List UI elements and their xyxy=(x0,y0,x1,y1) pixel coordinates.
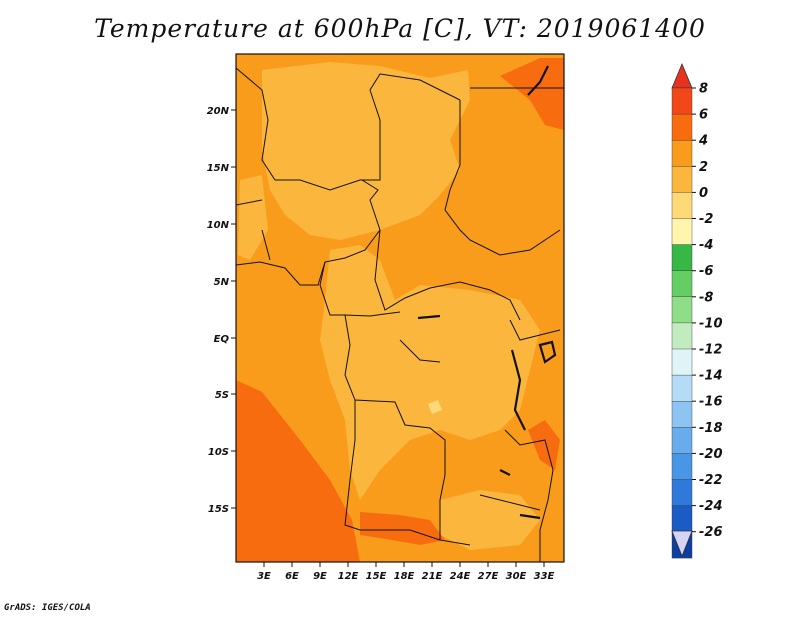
lat-tick: 15N xyxy=(207,163,236,174)
lat-tick: 5S xyxy=(215,390,236,401)
colorbar-top-triangle xyxy=(671,62,693,89)
colorbar-segment xyxy=(671,270,693,298)
colorbar-segment xyxy=(671,87,693,115)
colorbar-segment xyxy=(671,505,693,533)
colorbar-segment xyxy=(671,296,693,324)
lon-label: 24E xyxy=(450,571,471,582)
lon-label: 30E xyxy=(506,571,527,582)
colorbar-labels: 8 6 4 2 0 -2 -4 -6 -8 -10 -12 -14 -16 -18 -20 -22 -24 -26 xyxy=(692,82,723,540)
field-region-mid xyxy=(395,210,470,270)
colorbar-segment xyxy=(671,374,693,402)
colorbar-segment xyxy=(671,479,693,507)
lat-label: EQ xyxy=(214,334,230,345)
lon-tick: 12E xyxy=(338,562,359,582)
colorbar-segment xyxy=(671,322,693,350)
lat-tick: 10S xyxy=(208,447,236,458)
lat-label: 15S xyxy=(208,504,229,515)
lat-label: 10S xyxy=(208,447,229,458)
lon-label: 27E xyxy=(478,571,499,582)
lat-label: 5S xyxy=(215,390,229,401)
lon-tick: 18E xyxy=(394,562,415,582)
colorbar-label: -4 xyxy=(699,238,713,253)
colorbar-label: -8 xyxy=(699,290,713,305)
coastlines xyxy=(417,65,557,520)
lat-label: 10N xyxy=(207,220,230,231)
lon-tick: 3E xyxy=(257,562,271,582)
colorbar-label: -18 xyxy=(699,421,723,436)
field-region-light xyxy=(440,490,540,550)
colorbar-label: -14 xyxy=(699,369,723,384)
colorbar-segment xyxy=(671,244,693,272)
lat-tick: 15S xyxy=(208,504,236,515)
colorbar-label: -10 xyxy=(699,316,723,331)
colorbar-label: 8 xyxy=(699,82,708,97)
colorbar-segment xyxy=(671,401,693,428)
lat-label: 15N xyxy=(207,163,230,174)
colorbar-label: -22 xyxy=(699,473,723,488)
colorbar-segment xyxy=(671,427,693,454)
colorbar-label: -24 xyxy=(699,499,723,514)
colorbar-label: -20 xyxy=(699,447,723,462)
country-borders xyxy=(236,67,564,562)
lon-label: 12E xyxy=(338,571,359,582)
colorbar-segment xyxy=(671,139,693,167)
lat-label: 20N xyxy=(207,106,230,117)
map-frame xyxy=(235,53,565,563)
field-region-dark xyxy=(528,420,560,470)
colorbar-label: -6 xyxy=(699,264,713,279)
field-region-dark xyxy=(360,512,445,545)
field-region-light xyxy=(262,62,470,240)
lat-tick: EQ xyxy=(214,334,236,345)
field-region-pale xyxy=(428,400,442,414)
lat-label: 5N xyxy=(214,277,230,288)
colorbar-label: 4 xyxy=(698,134,708,149)
colorbar-label: 6 xyxy=(699,108,708,123)
colorbar-segment xyxy=(671,348,693,376)
colorbar-segment xyxy=(671,192,693,219)
colorbar-bottom-triangle xyxy=(671,530,693,558)
lat-tick: 10N xyxy=(207,220,236,231)
lon-tick: 30E xyxy=(506,562,527,582)
colorbar-label: -12 xyxy=(699,343,723,358)
colorbar-segment xyxy=(671,218,693,246)
colorbar-label: -16 xyxy=(699,395,723,410)
lon-tick: 27E xyxy=(478,562,499,582)
grads-credit: GrADS: IGES/COLA xyxy=(4,603,91,613)
temperature-field xyxy=(236,54,564,562)
colorbar-segment xyxy=(671,453,693,480)
lat-tick: 5N xyxy=(214,277,236,288)
lon-label: 21E xyxy=(422,571,443,582)
lon-label: 33E xyxy=(534,571,555,582)
lon-tick: 33E xyxy=(534,562,555,582)
lon-tick: 24E xyxy=(450,562,471,582)
map-title: Temperature at 600hPa [C], VT: 201906140… xyxy=(94,14,706,43)
lon-tick: 21E xyxy=(422,562,443,582)
lon-tick: 9E xyxy=(313,562,327,582)
field-region-light xyxy=(320,245,540,500)
latitude-axis: 20N 15N 10N 5N EQ 5S 10S 15S xyxy=(207,106,236,515)
colorbar-label: 0 xyxy=(699,186,708,201)
colorbar: 8 6 4 2 0 -2 -4 -6 -8 -10 -12 -14 -16 -18 -20 -22 -24 -26 xyxy=(671,62,723,559)
field-region-dark xyxy=(236,380,360,562)
lat-tick: 20N xyxy=(207,106,236,117)
lon-label: 15E xyxy=(366,571,387,582)
lon-tick: 6E xyxy=(285,562,299,582)
field-region-dark xyxy=(500,58,564,130)
lon-tick: 15E xyxy=(366,562,387,582)
colorbar-segment xyxy=(671,113,693,141)
field-region-light xyxy=(238,175,268,260)
lon-label: 9E xyxy=(313,571,327,582)
longitude-axis: 3E 6E 9E 12E 15E 18E 21E 24E 27E 30E 33E xyxy=(257,562,555,582)
lon-label: 6E xyxy=(285,571,299,582)
colorbar-label: -2 xyxy=(699,212,713,227)
colorbar-label: -26 xyxy=(699,525,723,540)
lon-label: 18E xyxy=(394,571,415,582)
colorbar-segment xyxy=(671,166,693,193)
colorbar-label: 2 xyxy=(699,160,708,175)
lon-label: 3E xyxy=(257,571,271,582)
colorbar-segments xyxy=(671,87,693,559)
